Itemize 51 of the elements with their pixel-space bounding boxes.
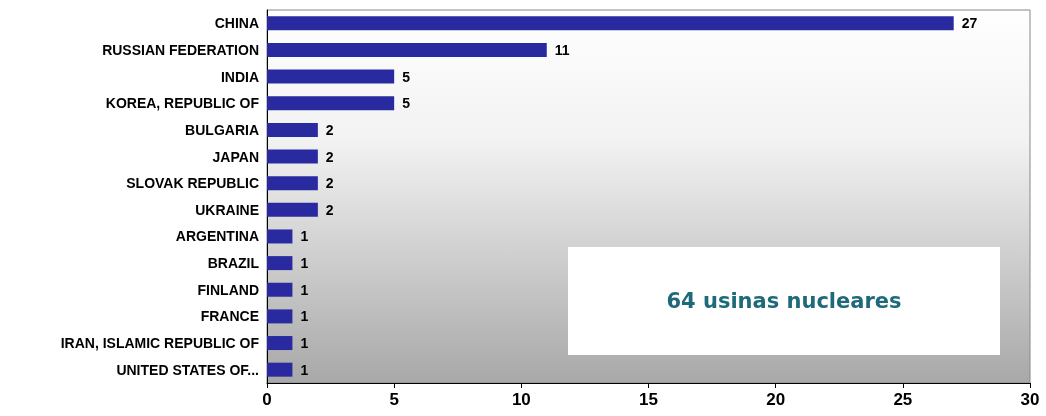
bar	[267, 176, 318, 191]
y-tick-label: CHINA	[214, 15, 259, 32]
x-tick-label: 20	[766, 390, 786, 409]
x-tick-label: 10	[511, 390, 531, 409]
data-label: 1	[300, 335, 309, 352]
bar	[267, 122, 318, 137]
data-label: 2	[325, 121, 334, 138]
bar	[267, 42, 547, 57]
bar	[267, 202, 318, 217]
data-label: 1	[300, 228, 309, 245]
data-label: 1	[300, 281, 309, 298]
y-tick-label: SLOVAK REPUBLIC	[126, 175, 259, 192]
data-label: 11	[554, 41, 570, 58]
y-tick-label: INDIA	[220, 68, 259, 85]
x-tick-label: 30	[1020, 390, 1040, 409]
y-tick-label: UNITED STATES OF...	[116, 361, 259, 378]
data-label: 27	[961, 15, 978, 32]
data-label: 1	[300, 255, 309, 272]
y-tick-label: RUSSIAN FEDERATION	[102, 41, 259, 58]
x-tick-label: 15	[639, 390, 658, 409]
data-label: 1	[300, 308, 309, 325]
y-tick-label: FRANCE	[200, 308, 259, 325]
data-label: 2	[325, 175, 334, 192]
x-tick-label: 5	[389, 390, 399, 409]
bar	[267, 362, 293, 377]
y-tick-label: BULGARIA	[185, 121, 259, 138]
bar	[267, 69, 395, 84]
bar	[267, 149, 318, 164]
data-label: 5	[402, 68, 411, 85]
text-box: 64 usinas nucleares	[568, 247, 1000, 355]
y-tick-label: BRAZIL	[207, 255, 260, 272]
annotation: 64 usinas nucleares	[666, 289, 902, 313]
data-label: 1	[300, 361, 309, 378]
y-tick-label: JAPAN	[212, 148, 259, 165]
data-label: 2	[325, 148, 334, 165]
y-tick-label: KOREA, REPUBLIC OF	[105, 95, 260, 112]
bar	[267, 229, 293, 244]
bar	[267, 282, 293, 297]
y-tick-label: ARGENTINA	[175, 228, 259, 245]
bar	[267, 336, 293, 351]
y-tick-label: FINLAND	[197, 281, 259, 298]
data-label: 5	[402, 95, 411, 112]
y-tick-label: IRAN, ISLAMIC REPUBLIC OF	[60, 335, 260, 352]
x-tick-label: 25	[893, 390, 913, 409]
bar	[267, 16, 954, 31]
y-tick-label: UKRAINE	[195, 201, 259, 218]
x-tick-label: 0	[262, 390, 272, 409]
bar	[267, 309, 293, 324]
bar	[267, 96, 395, 111]
data-label: 2	[325, 201, 334, 218]
bar	[267, 256, 293, 271]
